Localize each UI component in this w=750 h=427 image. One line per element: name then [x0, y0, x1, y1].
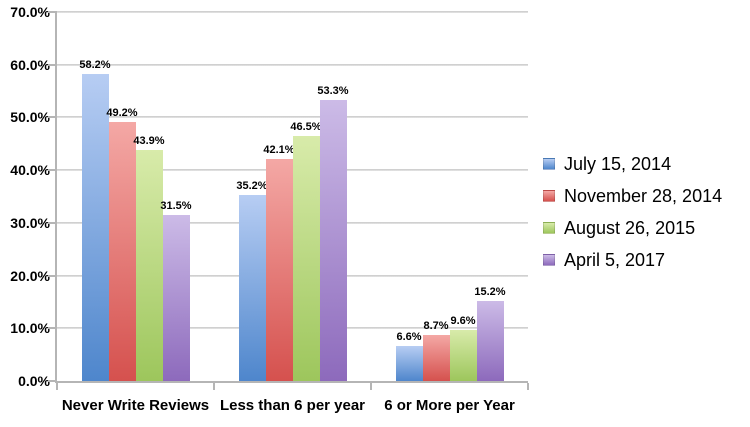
bar-value-label: 35.2%: [236, 180, 268, 193]
y-axis-tick-label: 60.0%: [10, 57, 50, 73]
y-axis-tick-label: 40.0%: [10, 162, 50, 178]
legend: July 15, 2014 November 28, 2014 August 26,…: [543, 153, 722, 281]
y-axis-tick-label: 70.0%: [10, 4, 50, 20]
bar-april-5-2017: [319, 100, 347, 381]
legend-item: November 28, 2014: [543, 185, 722, 207]
bar-april-5-2017: [476, 300, 504, 381]
bar-august-26-2015: [292, 135, 320, 381]
legend-item: July 15, 2014: [543, 153, 722, 175]
bar-july-15-2014: [81, 74, 109, 381]
y-axis-tick: [48, 275, 57, 277]
bar-value-label: 42.1%: [263, 144, 295, 157]
x-axis-tick: [370, 383, 372, 390]
bar-august-26-2015: [449, 330, 477, 381]
legend-color-swatch: [543, 254, 555, 266]
bar-value-label: 53.3%: [317, 85, 349, 97]
y-axis-tick: [48, 64, 57, 66]
gridline: [57, 11, 528, 13]
legend-color-swatch: [543, 158, 555, 170]
y-axis-tick: [48, 327, 57, 329]
bar-july-15-2014: [395, 346, 423, 381]
legend-item: August 26, 2015: [543, 217, 722, 239]
legend-item: April 5, 2017: [543, 249, 722, 271]
bar-value-label: 49.2%: [106, 106, 138, 119]
x-axis-category-label: 6 or More per Year: [384, 397, 515, 414]
y-axis-tick: [48, 380, 57, 382]
bar-november-28-2014: [108, 121, 136, 381]
y-axis-tick: [48, 116, 57, 118]
legend-color-swatch: [543, 222, 555, 234]
x-axis-category-label: Never Write Reviews: [61, 397, 210, 414]
bar-november-28-2014: [265, 159, 293, 381]
bar-july-15-2014: [238, 195, 266, 381]
x-axis-category-label: Less than 6 per year: [219, 397, 366, 414]
legend-label: November 28, 2014: [564, 186, 723, 206]
bar-value-label: 8.7%: [423, 320, 449, 333]
bar-value-label: 9.6%: [450, 315, 476, 328]
legend-label: April 5, 2017: [564, 250, 666, 270]
bar-value-label: 15.2%: [474, 285, 506, 298]
bar-value-label: 43.9%: [133, 134, 165, 147]
gridline: [57, 64, 528, 66]
legend-label: July 15, 2014: [564, 154, 672, 174]
y-axis-tick: [48, 169, 57, 171]
x-axis-tick: [56, 383, 58, 390]
y-axis-line: [55, 12, 57, 383]
x-axis-line: [57, 381, 528, 383]
bar-april-5-2017: [162, 214, 190, 381]
y-axis-tick: [48, 11, 57, 13]
x-axis-tick: [527, 383, 529, 390]
y-axis-tick-label: 0.0%: [18, 373, 50, 389]
bar-value-label: 6.6%: [396, 331, 422, 344]
bar-value-label: 46.5%: [290, 120, 322, 133]
y-axis-tick-label: 50.0%: [10, 109, 50, 125]
bar-august-26-2015: [135, 149, 163, 381]
y-axis-tick-label: 30.0%: [10, 215, 50, 231]
bar-value-label: 31.5%: [160, 199, 192, 212]
bar-november-28-2014: [422, 335, 450, 381]
gridline: [57, 116, 528, 118]
bar-value-label: 58.2%: [79, 59, 111, 72]
legend-color-swatch: [543, 190, 555, 202]
legend-label: August 26, 2015: [564, 218, 696, 238]
y-axis-tick-label: 20.0%: [10, 268, 50, 284]
x-axis-tick: [213, 383, 215, 390]
plot-area: 58.2% 49.2% 43.9% 31.5% 35.2% 42.1% 46.5% 53.3%…: [48, 11, 529, 390]
y-axis-tick-label: 10.0%: [10, 320, 50, 336]
y-axis-tick: [48, 222, 57, 224]
